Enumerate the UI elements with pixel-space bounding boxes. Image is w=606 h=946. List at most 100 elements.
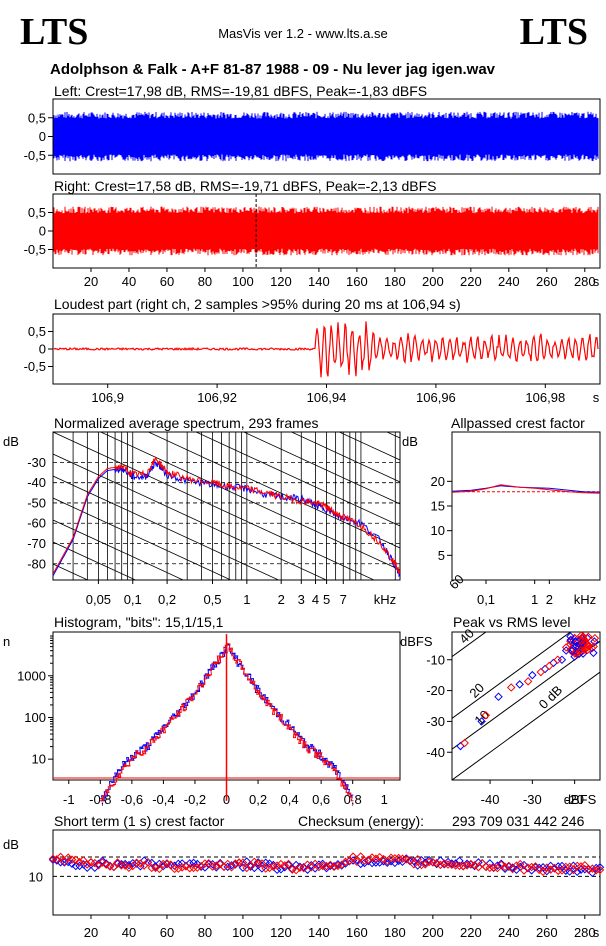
histogram-xtick-label: -0,8 bbox=[89, 792, 111, 807]
spectrum-slope-line bbox=[147, 432, 400, 549]
peak-vs-rms-point bbox=[566, 637, 575, 646]
short-term-crest-point bbox=[101, 860, 111, 869]
peak-vs-rms-xtick-label: -30 bbox=[523, 792, 542, 807]
short-term-crest-point bbox=[466, 859, 476, 869]
right-waveform-xtick-label: 280 bbox=[574, 274, 596, 289]
short-term-crest-point bbox=[238, 858, 248, 867]
right-waveform-xtick-label: 60 bbox=[160, 274, 174, 289]
allpass-crest-ytick-label: 15 bbox=[431, 499, 445, 514]
short-term-crest-point bbox=[538, 867, 548, 876]
short-term-crest-point bbox=[90, 858, 100, 868]
short-term-crest-point bbox=[166, 860, 175, 869]
right-waveform-signal bbox=[53, 206, 599, 256]
short-term-crest-xtick-label: 100 bbox=[232, 925, 254, 940]
peak-vs-rms-point bbox=[540, 664, 550, 674]
short-term-crest-point bbox=[276, 859, 286, 869]
peak-vs-rms-diagonal-label: 20 bbox=[466, 680, 487, 701]
logo-left: LTS bbox=[20, 11, 89, 53]
short-term-crest-point bbox=[367, 853, 377, 862]
loudest-part-xtick-label: 106,94 bbox=[307, 390, 347, 405]
short-term-crest-point bbox=[109, 862, 119, 872]
short-term-crest-point bbox=[52, 855, 62, 864]
app-title: MasVis ver 1.2 - www.lts.a.se bbox=[218, 26, 388, 41]
loudest-part-xtick-label: 106,98 bbox=[525, 390, 565, 405]
short-term-crest-xunit: s bbox=[593, 925, 600, 940]
short-term-crest-point bbox=[242, 857, 251, 866]
spectrum-frame bbox=[52, 431, 401, 581]
short-term-crest-point bbox=[584, 865, 593, 875]
spectrum-xtick-label: 0,05 bbox=[86, 592, 111, 607]
right-waveform-xtick-label: 200 bbox=[422, 274, 444, 289]
short-term-crest-frame bbox=[52, 829, 601, 916]
short-term-crest-point bbox=[565, 867, 574, 876]
spectrum-slope-line bbox=[53, 432, 375, 580]
short-term-crest-point bbox=[284, 859, 293, 869]
short-term-crest-xtick-label: 120 bbox=[270, 925, 292, 940]
loudest-part-signal bbox=[53, 321, 599, 378]
peak-vs-rms-ytick-label: -10 bbox=[426, 652, 445, 667]
right-waveform-ytick-label: 0 bbox=[39, 224, 46, 239]
right-waveform-xtick-label: 260 bbox=[536, 274, 558, 289]
peak-vs-rms-point bbox=[477, 717, 486, 726]
short-term-crest-point bbox=[151, 863, 160, 873]
peak-vs-rms-point bbox=[460, 738, 469, 748]
short-term-crest-point bbox=[413, 855, 422, 864]
peak-vs-rms-point bbox=[568, 646, 577, 655]
short-term-crest-point bbox=[595, 865, 605, 875]
loudest-part-title: Loudest part (right ch, 2 samples >95% d… bbox=[54, 296, 461, 312]
short-term-crest-xtick-label: 260 bbox=[536, 925, 558, 940]
right-waveform-ytick-label: -0,5 bbox=[24, 242, 46, 257]
histogram-xtick-label: 0,6 bbox=[312, 792, 330, 807]
short-term-crest-point bbox=[512, 861, 521, 870]
peak-vs-rms-ytick-label: -20 bbox=[426, 683, 445, 698]
spectrum-series-1 bbox=[53, 456, 400, 575]
short-term-crest-point bbox=[421, 860, 430, 869]
short-term-crest-point bbox=[71, 855, 81, 865]
short-term-crest-point bbox=[322, 861, 331, 871]
checksum-label: Checksum (energy): bbox=[298, 813, 425, 829]
peak-vs-rms-point bbox=[506, 683, 516, 692]
spectrum-xtick-label: 0,1 bbox=[124, 592, 142, 607]
short-term-crest-point bbox=[177, 863, 187, 872]
right-waveform-title: Right: Crest=17,58 dB, RMS=-19,71 dBFS, … bbox=[54, 178, 437, 194]
spectrum-xtick-label: 0,2 bbox=[158, 592, 176, 607]
spectrum-title: Normalized average spectrum, 293 frames bbox=[54, 415, 319, 431]
allpass-crest-xtick-label: 2 bbox=[546, 592, 553, 607]
short-term-crest-point bbox=[212, 861, 221, 870]
short-term-crest-point bbox=[242, 863, 251, 873]
spectrum-xtick-label: 7 bbox=[340, 592, 347, 607]
short-term-crest-point bbox=[546, 865, 555, 874]
right-waveform-ytick-label: 0,5 bbox=[28, 205, 46, 220]
histogram-title: Histogram, "bits": 15,1/15,1 bbox=[54, 614, 224, 630]
allpass-crest-ytick-label: 20 bbox=[431, 474, 445, 489]
short-term-crest-ytick-label: 10 bbox=[29, 869, 43, 884]
loudest-part-ytick-label: -0,5 bbox=[24, 359, 46, 374]
short-term-crest-title: Short term (1 s) crest factor bbox=[54, 813, 225, 829]
short-term-crest-point bbox=[265, 863, 274, 873]
short-term-crest-xtick-label: 20 bbox=[84, 925, 98, 940]
loudest-part-ytick-label: 0 bbox=[39, 342, 46, 357]
short-term-crest-point bbox=[580, 860, 590, 870]
left-waveform-signal bbox=[53, 111, 599, 162]
short-term-crest-point bbox=[181, 862, 191, 871]
short-term-crest-point bbox=[82, 860, 92, 869]
short-term-crest-xtick-label: 180 bbox=[384, 925, 406, 940]
loudest-part-xtick-label: 106,9 bbox=[91, 390, 124, 405]
short-term-crest-point bbox=[136, 859, 145, 868]
histogram-xtick-label: 0,8 bbox=[344, 792, 362, 807]
short-term-crest-point bbox=[79, 856, 88, 865]
spectrum-slope-line bbox=[290, 432, 400, 483]
loudest-part-ytick-label: 0,5 bbox=[28, 324, 46, 339]
short-term-crest-point bbox=[496, 860, 506, 870]
peak-vs-rms-xunit: dBFS bbox=[564, 792, 597, 807]
right-waveform-xtick-label: 140 bbox=[308, 274, 330, 289]
short-term-crest-point bbox=[333, 861, 343, 871]
short-term-crest-point bbox=[193, 863, 202, 872]
short-term-crest-point bbox=[470, 861, 479, 870]
short-term-crest-point bbox=[417, 856, 426, 865]
right-waveform-xtick-label: 80 bbox=[198, 274, 212, 289]
short-term-crest-point bbox=[75, 857, 84, 867]
short-term-crest-point bbox=[572, 867, 582, 877]
short-term-crest-point bbox=[379, 854, 388, 864]
